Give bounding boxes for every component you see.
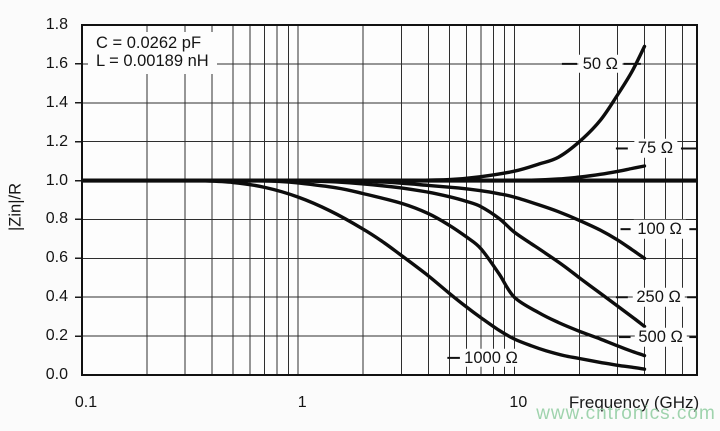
y-tick-label: 0.0 <box>45 366 68 383</box>
x-axis-title: Frequency (GHz) <box>568 393 700 412</box>
curve-label-100-ohm: 100 Ω <box>633 219 686 239</box>
curve-label-50-ohm: 50 Ω <box>578 54 622 74</box>
capacitance-annotation: C = 0.0262 pF <box>96 34 202 52</box>
y-tick-label: 1.0 <box>45 171 68 189</box>
parasitics-annotation: C = 0.0262 pF L = 0.00189 nH <box>88 32 217 74</box>
y-tick-label: 1.2 <box>45 132 68 150</box>
plot-border <box>80 23 699 377</box>
watermark: www.cntronics.com <box>536 403 716 424</box>
y-tick-label: 1.4 <box>45 93 68 111</box>
y-tick-label: 1.6 <box>45 54 68 72</box>
curve-label-1000-ohm: 1000 Ω <box>460 348 522 368</box>
y-tick-label: 0.6 <box>45 249 68 267</box>
curve-1000-ohm <box>197 178 647 371</box>
y-tick-label: 0.2 <box>45 327 68 345</box>
inductance-annotation: L = 0.00189 nH <box>96 52 209 71</box>
curve-label-250-ohm: 250 Ω <box>632 287 685 307</box>
y-tick-label: 1.8 <box>45 16 68 33</box>
y-tick-label: 0.8 <box>45 210 68 228</box>
x-tick-label: 1 <box>297 394 307 411</box>
curve-100-ohm <box>334 178 647 260</box>
curve-50-ohm <box>399 44 647 183</box>
y-axis-title: |Zin|/R <box>6 183 25 231</box>
curve-500-ohm <box>248 178 647 358</box>
y-tick-label: 0.4 <box>45 288 68 306</box>
curve-label-500-ohm: 500 Ω <box>634 327 687 347</box>
curve-label-75-ohm: 75 Ω <box>633 139 678 158</box>
curve-250-ohm <box>296 178 647 329</box>
curve-75-ohm <box>491 164 647 183</box>
x-tick-label: 0.1 <box>74 394 98 411</box>
x-tick-label: 10 <box>509 394 528 411</box>
